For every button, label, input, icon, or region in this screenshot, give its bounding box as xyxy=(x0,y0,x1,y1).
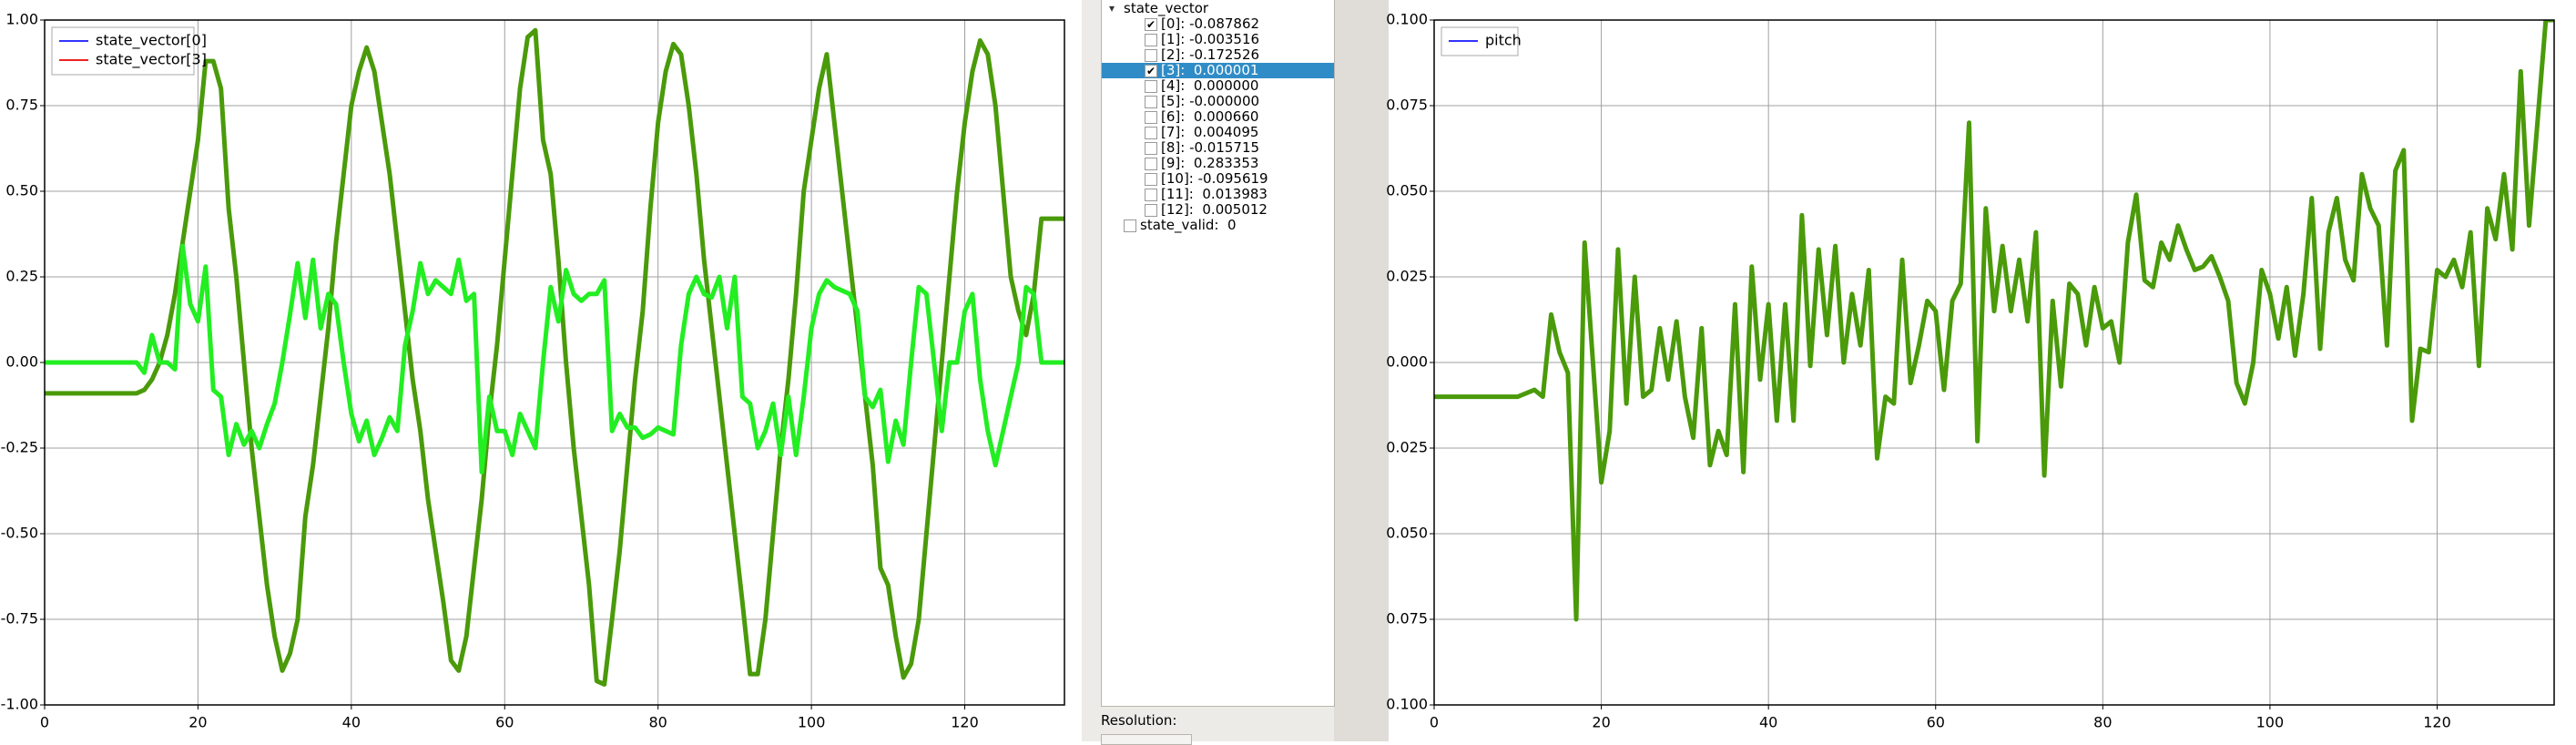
y-tick-label: 0.00 xyxy=(5,353,38,371)
tree-root-label: state_vector xyxy=(1124,0,1209,16)
y-tick-label: 0.025 xyxy=(1386,268,1428,285)
y-tick-label: 1.00 xyxy=(5,11,38,28)
x-tick-label: 40 xyxy=(342,714,361,731)
y-tick-label: 0.050 xyxy=(1386,525,1428,542)
tree-item[interactable]: ✔ [3]: 0.000001 xyxy=(1102,63,1334,78)
x-tick-label: 60 xyxy=(495,714,514,731)
tree-item[interactable]: [9]: 0.283353 xyxy=(1102,156,1334,171)
x-tick-label: 40 xyxy=(1759,714,1777,731)
y-tick-label: 0.075 xyxy=(1386,610,1428,628)
plot-frame xyxy=(44,19,1065,706)
tree-item[interactable]: [7]: 0.004095 xyxy=(1102,125,1334,140)
x-tick-label: 20 xyxy=(188,714,207,731)
tree-item-label: [10]: -0.095619 xyxy=(1161,170,1268,187)
tree-item-label: [2]: -0.172526 xyxy=(1161,46,1260,63)
x-tick-label: 120 xyxy=(2423,714,2451,731)
y-tick-label: -0.50 xyxy=(1,525,38,542)
checkbox[interactable] xyxy=(1145,158,1157,170)
tree-root[interactable]: ▾ state_vector xyxy=(1102,1,1334,16)
tree-item[interactable]: [8]: -0.015715 xyxy=(1102,140,1334,156)
legend-box xyxy=(51,26,195,76)
checkbox[interactable] xyxy=(1145,142,1157,155)
x-tick-label: 80 xyxy=(2093,714,2112,731)
tree-item[interactable]: [2]: -0.172526 xyxy=(1102,47,1334,63)
x-tick-label: 0 xyxy=(1430,714,1439,731)
checkbox[interactable] xyxy=(1124,219,1136,232)
tree-item-label: [8]: -0.015715 xyxy=(1161,139,1260,156)
legend-label: state_vector[0] xyxy=(96,32,207,50)
tree-item[interactable]: [1]: -0.003516 xyxy=(1102,32,1334,47)
checkbox[interactable] xyxy=(1145,189,1157,201)
series-line xyxy=(45,243,1064,475)
checkbox[interactable] xyxy=(1145,111,1157,124)
tree-item-label: state_valid: 0 xyxy=(1140,217,1237,233)
checkbox[interactable] xyxy=(1145,204,1157,217)
tree-item-label: [7]: 0.004095 xyxy=(1161,124,1259,140)
series-line xyxy=(1434,20,2554,622)
tree-view: ▾ state_vector ✔ [0]: -0.087862 [1]: -0.0035… xyxy=(1101,0,1335,707)
tree-item-label: [6]: 0.000660 xyxy=(1161,108,1259,125)
tree-item-label: [9]: 0.283353 xyxy=(1161,155,1259,171)
tree-item[interactable]: [10]: -0.095619 xyxy=(1102,171,1334,187)
checkbox[interactable] xyxy=(1145,127,1157,139)
y-tick-label: 0.100 xyxy=(1386,696,1428,713)
tree-item-label: [0]: -0.087862 xyxy=(1161,15,1260,32)
tree-item[interactable]: [11]: 0.013983 xyxy=(1102,187,1334,202)
checkbox[interactable] xyxy=(1145,80,1157,93)
tree-item[interactable]: ✔ [0]: -0.087862 xyxy=(1102,16,1334,32)
checkbox[interactable] xyxy=(1145,49,1157,62)
y-tick-label: 0.75 xyxy=(5,97,38,114)
x-tick-label: 120 xyxy=(951,714,979,731)
x-tick-label: 100 xyxy=(798,714,826,731)
tree-item[interactable]: [4]: 0.000000 xyxy=(1102,78,1334,94)
tree-item-label: [4]: 0.000000 xyxy=(1161,77,1259,94)
tree-item-label: [5]: -0.000000 xyxy=(1161,93,1260,109)
checkbox[interactable]: ✔ xyxy=(1145,18,1157,31)
y-tick-label: 0.000 xyxy=(1386,353,1428,371)
y-tick-label: 0.025 xyxy=(1386,439,1428,456)
x-tick-label: 20 xyxy=(1592,714,1610,731)
tree-item-label: [11]: 0.013983 xyxy=(1161,186,1268,202)
tree-item[interactable]: [12]: 0.005012 xyxy=(1102,202,1334,218)
tree-item-label: [3]: 0.000001 xyxy=(1161,62,1259,78)
tree-item-label: [1]: -0.003516 xyxy=(1161,31,1260,47)
y-tick-label: 0.100 xyxy=(1386,11,1428,28)
y-tick-label: 0.50 xyxy=(5,182,38,199)
checkbox[interactable]: ✔ xyxy=(1145,65,1157,77)
tree-item-label: [12]: 0.005012 xyxy=(1161,201,1268,218)
plot-frame xyxy=(1433,19,2555,706)
y-tick-label: -1.00 xyxy=(1,696,38,713)
y-tick-label: -0.25 xyxy=(1,439,38,456)
x-tick-label: 80 xyxy=(649,714,667,731)
y-tick-label: 0.25 xyxy=(5,268,38,285)
x-tick-label: 100 xyxy=(2256,714,2285,731)
checkbox[interactable] xyxy=(1145,34,1157,46)
legend-label: state_vector[3] xyxy=(96,51,207,69)
checkbox[interactable] xyxy=(1145,96,1157,108)
resolution-label: Resolution: xyxy=(1101,712,1177,729)
x-tick-label: 0 xyxy=(40,714,49,731)
tree-item[interactable]: state_valid: 0 xyxy=(1102,218,1334,233)
y-tick-label: -0.75 xyxy=(1,610,38,628)
splitter[interactable] xyxy=(1334,0,1389,741)
y-tick-label: 0.075 xyxy=(1386,97,1428,114)
y-tick-label: 0.050 xyxy=(1386,182,1428,199)
x-tick-label: 60 xyxy=(1927,714,1945,731)
checkbox[interactable] xyxy=(1145,173,1157,186)
tree-item[interactable]: [5]: -0.000000 xyxy=(1102,94,1334,109)
tree-item[interactable]: [6]: 0.000660 xyxy=(1102,109,1334,125)
series-line xyxy=(45,27,1064,687)
legend-label: pitch xyxy=(1485,32,1522,49)
expand-arrow[interactable]: ▾ xyxy=(1109,2,1115,15)
